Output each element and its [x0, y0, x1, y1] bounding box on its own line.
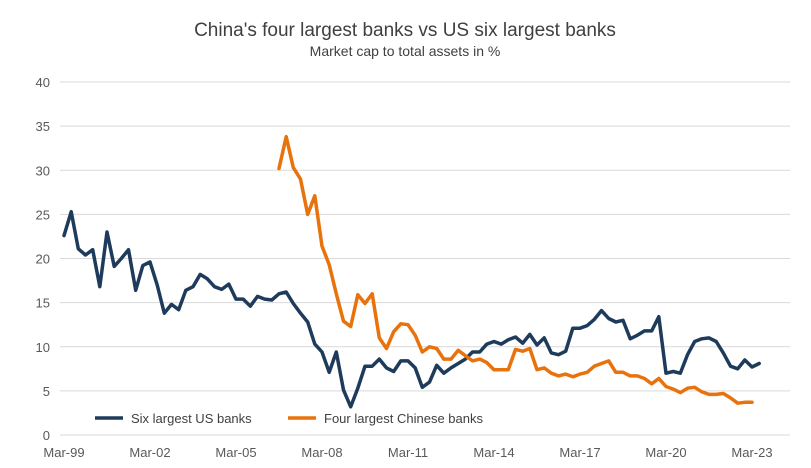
- y-tick-label: 15: [36, 296, 50, 311]
- x-tick-label: Mar-23: [731, 445, 772, 460]
- y-axis: 0 5 10 15 20 25 30 35 40: [36, 75, 50, 443]
- x-tick-label: Mar-99: [43, 445, 84, 460]
- chart-title: China's four largest banks vs US six lar…: [194, 20, 616, 41]
- x-tick-label: Mar-17: [559, 445, 600, 460]
- x-axis: Mar-99 Mar-02 Mar-05 Mar-08 Mar-11 Mar-14 Mar-…: [43, 445, 772, 460]
- x-tick-label: Mar-05: [215, 445, 256, 460]
- series-line-china: [279, 137, 752, 404]
- series-line-us: [64, 212, 759, 407]
- legend-label-us: Six largest US banks: [131, 411, 252, 426]
- gridlines: [60, 82, 790, 435]
- y-tick-label: 35: [36, 119, 50, 134]
- chart-subtitle: Market cap to total assets in %: [310, 43, 501, 59]
- legend: Six largest US banks Four largest Chines…: [95, 411, 483, 426]
- y-tick-label: 5: [43, 384, 50, 399]
- y-tick-label: 40: [36, 75, 50, 90]
- y-tick-label: 25: [36, 207, 50, 222]
- y-tick-label: 30: [36, 163, 50, 178]
- x-tick-label: Mar-14: [473, 445, 514, 460]
- legend-label-china: Four largest Chinese banks: [324, 411, 483, 426]
- x-tick-label: Mar-02: [129, 445, 170, 460]
- y-tick-label: 0: [43, 428, 50, 443]
- x-tick-label: Mar-08: [301, 445, 342, 460]
- x-tick-label: Mar-20: [645, 445, 686, 460]
- series-lines: [64, 137, 759, 407]
- y-tick-label: 10: [36, 340, 50, 355]
- y-tick-label: 20: [36, 252, 50, 267]
- x-tick-label: Mar-11: [388, 445, 428, 460]
